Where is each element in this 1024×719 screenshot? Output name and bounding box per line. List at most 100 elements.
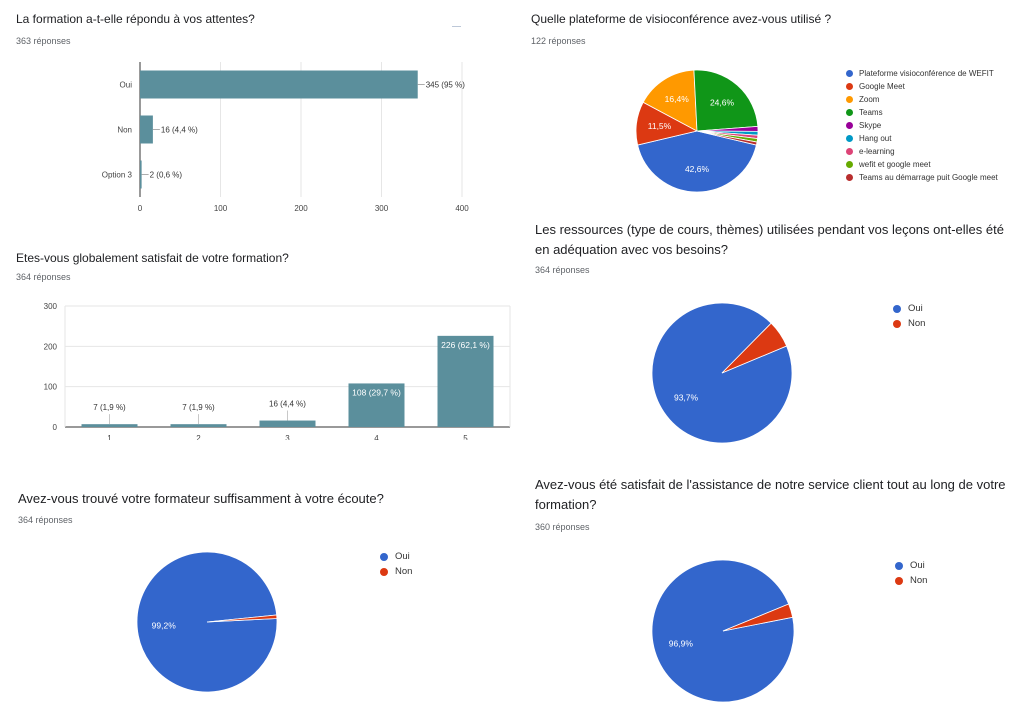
legend-label: Teams [859, 108, 883, 117]
legend-ressources: Oui Non [893, 301, 925, 331]
response-count: 363 réponses [16, 36, 71, 46]
data-label: 108 (29,7 %) [352, 387, 401, 397]
legend-item: Non [893, 316, 925, 331]
chart-formateur: Avez-vous trouvé votre formateur suffisa… [0, 480, 515, 719]
legend-item: Teams au démarrage puit Google meet [846, 171, 998, 184]
y-tick-label: 0 [53, 423, 58, 432]
legend-label: Oui [908, 303, 923, 314]
chart-title: Etes-vous globalement satisfait de votre… [16, 251, 289, 265]
legend-item: Teams [846, 106, 998, 119]
x-tick-label: 5 [463, 434, 468, 440]
bar [140, 160, 142, 189]
legend-swatch [846, 70, 853, 77]
chart-attentes: La formation a-t-elle répondu à vos atte… [0, 0, 510, 225]
data-label: 7 (1,9 %) [182, 403, 215, 412]
bar-chart-satisfaction: 0 100 200 300 1 7 (1,9 %) 2 7 (1,9 %) 3 16 (4,4 %… [44, 302, 511, 440]
response-count: 360 réponses [535, 522, 590, 532]
pie-slice [693, 69, 759, 132]
pie-chart-plateforme: 42,6% 11,5% 16,4% 24,6% [635, 69, 759, 193]
pie-slice [696, 130, 758, 146]
legend-formateur: Oui Non [380, 549, 412, 579]
x-tick-label: 100 [214, 204, 228, 213]
response-count: 364 réponses [18, 515, 73, 525]
chart-plateforme: Quelle plateforme de visioconférence ave… [515, 0, 1024, 215]
bar-chart-attentes: 0 100 200 300 400 Oui 345 (95 %) Non 16 (4,4 %) O… [102, 62, 469, 213]
y-tick-label: 300 [44, 302, 58, 311]
legend-swatch [893, 304, 901, 313]
bar [437, 335, 494, 427]
pie-slice [642, 69, 698, 132]
category-label: Non [117, 126, 132, 135]
legend-swatch [380, 567, 388, 576]
legend-item: Hang out [846, 132, 998, 145]
legend-label: Oui [910, 560, 925, 571]
legend-label: Google Meet [859, 82, 905, 91]
legend-label: Non [395, 566, 413, 577]
bar [170, 424, 227, 427]
slice-label: 42,6% [685, 164, 710, 174]
legend-label: Skype [859, 121, 882, 130]
legend-service-client: Oui Non [895, 558, 927, 588]
legend-swatch [846, 148, 853, 155]
legend-swatch [895, 576, 903, 585]
slice-label: 93,7% [674, 392, 699, 402]
legend-item: Plateforme visioconférence de WEFIT [846, 67, 998, 80]
legend-item: Skype [846, 119, 998, 132]
pie-slice [722, 603, 794, 632]
legend-swatch [846, 174, 853, 181]
y-tick-label: 100 [44, 383, 58, 392]
legend-label: Hang out [859, 134, 892, 143]
bar [81, 424, 138, 427]
response-count: 364 réponses [16, 272, 71, 282]
x-tick-label: 200 [294, 204, 308, 213]
slice-label: 99,2% [152, 620, 177, 630]
legend-item: Google Meet [846, 80, 998, 93]
pie-slice [721, 322, 788, 374]
bar [140, 70, 418, 99]
legend-label: Plateforme visioconférence de WEFIT [859, 69, 994, 78]
response-count: 122 réponses [531, 36, 586, 46]
legend-label: Teams au démarrage puit Google meet [859, 173, 998, 182]
legend-swatch [846, 96, 853, 103]
legend-item: Oui [893, 301, 925, 316]
slice-label: 24,6% [710, 98, 735, 108]
x-tick-label: 3 [285, 434, 290, 440]
data-label: 226 (62,1 %) [441, 340, 490, 350]
slice-label: 16,4% [665, 94, 690, 104]
legend-plateforme: Plateforme visioconférence de WEFIT Googl… [846, 67, 998, 184]
x-tick-label: 4 [374, 434, 379, 440]
legend-item: Zoom [846, 93, 998, 106]
x-tick-label: 0 [138, 204, 143, 213]
legend-label: Oui [395, 551, 410, 562]
pie-slice [136, 551, 278, 693]
response-count: 364 réponses [535, 265, 590, 275]
x-tick-label: 1 [107, 434, 112, 440]
legend-swatch [895, 561, 903, 570]
legend-swatch [380, 552, 388, 561]
legend-swatch [846, 122, 853, 129]
legend-item: Oui [380, 549, 412, 564]
legend-swatch [846, 83, 853, 90]
x-tick-label: 300 [375, 204, 389, 213]
pie-chart-service-client: 96,9% [651, 559, 795, 703]
legend-item: e-learning [846, 145, 998, 158]
x-tick-label: 400 [455, 204, 469, 213]
bar [348, 383, 405, 427]
x-tick-label: 2 [196, 434, 201, 440]
legend-swatch [846, 135, 853, 142]
legend-swatch [846, 161, 853, 168]
category-label: Oui [120, 81, 133, 90]
legend-label: Non [910, 575, 928, 586]
y-tick-label: 200 [44, 342, 58, 351]
data-label: 2 (0,6 %) [150, 171, 183, 180]
data-label: 345 (95 %) [426, 81, 465, 90]
chart-title: Les ressources (type de cours, thèmes) u… [535, 222, 1004, 258]
legend-swatch [846, 109, 853, 116]
legend-item: Non [380, 564, 412, 579]
pie-chart-ressources: 93,7% [651, 302, 793, 444]
legend-item: wefit et google meet [846, 158, 998, 171]
chart-title: Avez-vous été satisfait de l'assistance … [535, 477, 1006, 513]
data-label: 16 (4,4 %) [269, 400, 306, 409]
slice-label: 96,9% [669, 639, 694, 649]
legend-swatch [893, 319, 901, 328]
